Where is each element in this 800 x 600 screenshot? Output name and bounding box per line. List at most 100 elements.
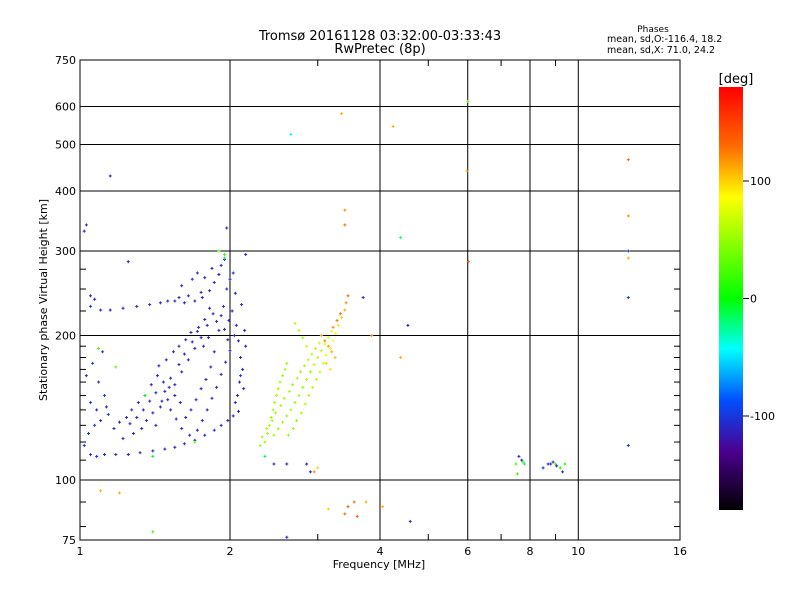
chart-title: Tromsø 20161128 03:32:00-03:33:43 [258,29,501,44]
data-point [316,466,320,470]
data-point [103,394,107,398]
data-point [520,458,524,462]
data-point [221,304,225,308]
data-point [200,419,204,423]
x-tick-labels: 1 2 4 6 8 10 16 [77,545,688,558]
data-point [128,422,132,426]
data-point [331,339,335,343]
data-point [199,290,203,294]
data-point [324,353,328,357]
data-point [223,327,227,331]
data-point [186,294,190,298]
data-point [189,408,193,412]
data-point [355,514,359,518]
data-point [217,273,221,277]
data-point [314,346,318,350]
data-point [155,374,159,378]
data-point [311,385,315,389]
data-point [267,423,271,427]
data-point [273,401,277,405]
data-point [215,319,219,323]
data-point [307,394,311,398]
data-point [180,427,184,431]
data-point [84,374,88,378]
data-point [305,462,309,466]
data-point [283,367,287,371]
data-point [233,401,237,405]
data-point [314,377,318,381]
data-point [211,312,215,316]
data-point [312,363,316,367]
data-point [136,401,140,405]
data-point [521,460,525,464]
data-point [205,408,209,412]
data-point [276,427,280,431]
data-point [231,414,235,418]
data-point [340,316,344,320]
data-point [121,306,125,310]
data-point [306,358,310,362]
data-point [212,280,216,284]
data-point [343,512,347,516]
data-point [517,454,521,458]
data-point [308,370,312,374]
x-axis-label: Frequency [MHz] [333,558,425,571]
data-point [549,462,553,466]
data-point [209,365,213,369]
data-point [158,301,162,305]
y-axis-label: Stationary phase Virtual Height [km] [37,199,50,401]
colorbar-tick-label: 100 [750,175,771,188]
data-point [215,385,219,389]
data-point [293,321,297,325]
y-tick-label: 400 [55,185,76,198]
data-point [203,433,207,437]
data-point [293,401,297,405]
data-point [235,394,239,398]
data-point [99,308,103,312]
data-point [279,403,283,407]
data-point [199,387,203,391]
data-point [324,361,328,365]
data-point [551,460,555,464]
data-point [157,364,161,368]
data-point [186,358,190,362]
data-point [514,462,518,466]
data-point [125,415,129,419]
data-point [238,380,242,384]
phases-x-stats: mean, sd,X: 71.0, 24.2 [607,45,715,56]
data-point [82,229,86,233]
data-point [182,442,186,446]
data-point [177,363,181,367]
data-point [93,423,97,427]
data-point [114,453,118,457]
data-point [148,303,152,307]
data-point [197,325,201,329]
data-point [97,380,101,384]
data-point [391,125,395,129]
data-point [184,338,188,342]
colorbar [719,87,743,510]
data-point [89,453,93,457]
data-point [381,505,385,509]
data-point [145,419,149,423]
data-point [219,314,223,318]
data-point [343,308,347,312]
data-point [195,271,199,275]
data-point [95,408,99,412]
data-point [154,423,158,427]
data-point [281,420,285,424]
data-point [239,374,243,378]
data-point [106,412,110,416]
data-point [299,411,303,415]
data-point [626,256,630,260]
data-point [204,377,208,381]
data-point [126,453,130,457]
data-point [99,489,103,493]
data-point [234,323,238,327]
data-point [242,387,246,391]
x-tick-label: 4 [377,545,384,558]
data-point [330,329,334,333]
data-point [287,389,291,393]
data-point [135,415,139,419]
data-point [178,401,182,405]
